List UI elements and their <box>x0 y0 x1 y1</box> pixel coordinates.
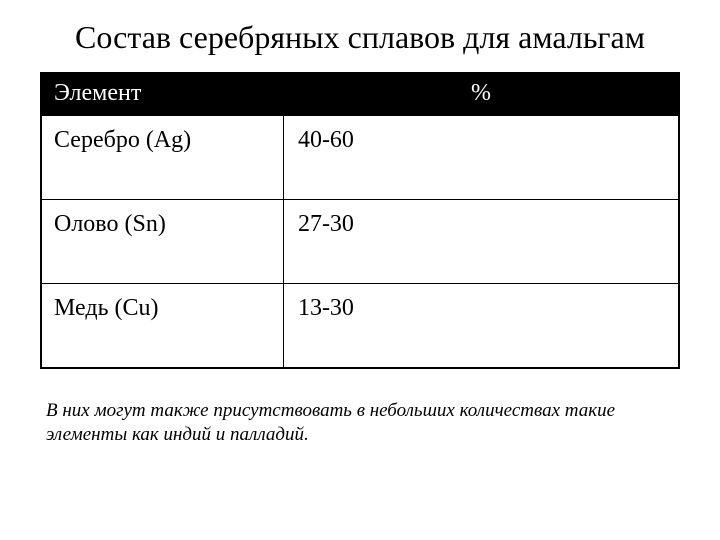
composition-table: Элемент % Серебро (Ag) 40-60 Олово (Sn) … <box>40 72 680 368</box>
cell-element: Серебро (Ag) <box>41 116 283 200</box>
cell-percent: 40-60 <box>283 116 679 200</box>
table-header-row: Элемент % <box>41 73 679 116</box>
table-row: Серебро (Ag) 40-60 <box>41 116 679 200</box>
cell-element: Олово (Sn) <box>41 200 283 284</box>
footnote-text: В них могут также присутствовать в небол… <box>40 399 680 448</box>
page-title: Состав серебряных сплавов для амальгам <box>40 18 680 56</box>
cell-percent: 27-30 <box>283 200 679 284</box>
column-header-percent: % <box>283 73 679 116</box>
cell-percent: 13-30 <box>283 283 679 367</box>
table-row: Олово (Sn) 27-30 <box>41 200 679 284</box>
table-row: Медь (Cu) 13-30 <box>41 283 679 367</box>
cell-element: Медь (Cu) <box>41 283 283 367</box>
column-header-element: Элемент <box>41 73 283 116</box>
